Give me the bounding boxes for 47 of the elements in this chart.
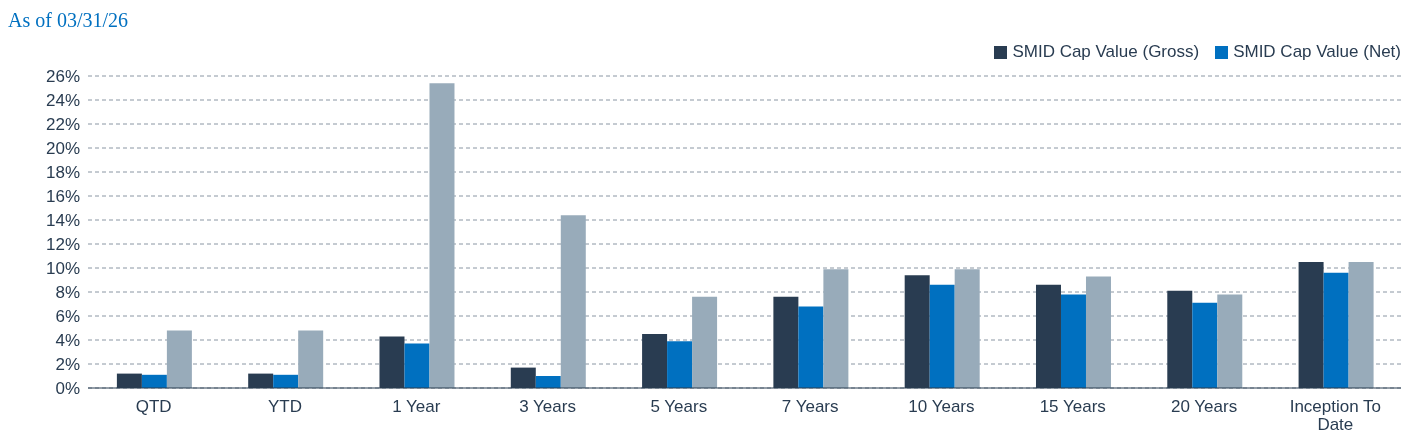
bar [823, 269, 849, 388]
y-tick-label: 18% [45, 163, 80, 183]
x-tick-label: 5 Years [650, 397, 708, 416]
x-tick-label: 10 Years [908, 397, 975, 416]
y-tick-label: 0% [55, 379, 80, 399]
y-tick-label: 10% [45, 259, 80, 279]
bar [1348, 262, 1374, 388]
bar [1085, 276, 1111, 388]
legend-label: SMID Cap Value (Net) [1233, 42, 1401, 62]
y-tick-label: 8% [55, 283, 80, 303]
bar [273, 374, 299, 388]
bar [667, 341, 693, 388]
bar [141, 374, 167, 388]
y-tick-label: 22% [45, 115, 80, 135]
y-tick-label: 2% [55, 355, 80, 375]
x-tick-label: 20 Years [1170, 397, 1238, 416]
y-tick-label: 24% [45, 91, 80, 111]
bar [560, 215, 586, 388]
x-tick-label: 3 Years [519, 397, 576, 416]
chart-title: As of 03/31/26 [8, 8, 129, 32]
y-tick-label: 12% [45, 235, 80, 255]
y-tick-label: 26% [45, 67, 80, 87]
x-tick-label: Inception To Date [1289, 397, 1382, 434]
bar [1323, 272, 1349, 388]
x-tick-label: YTD [267, 397, 302, 416]
x-tick-label: QTD [135, 397, 172, 416]
bar [166, 330, 192, 388]
bar [1217, 294, 1243, 388]
bar [535, 376, 561, 388]
y-tick-label: 16% [45, 187, 80, 207]
bar [1192, 302, 1218, 388]
bar [798, 306, 824, 388]
bar [429, 83, 455, 388]
x-tick-label: 1 Year [392, 397, 441, 416]
bar [692, 296, 718, 388]
y-tick-label: 6% [55, 307, 80, 327]
bar [1060, 294, 1086, 388]
legend-label: SMID Cap Value (Gross) [1012, 42, 1200, 62]
bar [298, 330, 324, 388]
y-tick-label: 14% [45, 211, 80, 231]
bar [954, 269, 980, 388]
bar [404, 343, 430, 388]
y-tick-label: 4% [55, 331, 80, 351]
y-tick-label: 20% [45, 139, 80, 159]
bar [929, 284, 955, 388]
x-tick-label: 7 Years [781, 397, 839, 416]
x-tick-label: 15 Years [1039, 397, 1106, 416]
